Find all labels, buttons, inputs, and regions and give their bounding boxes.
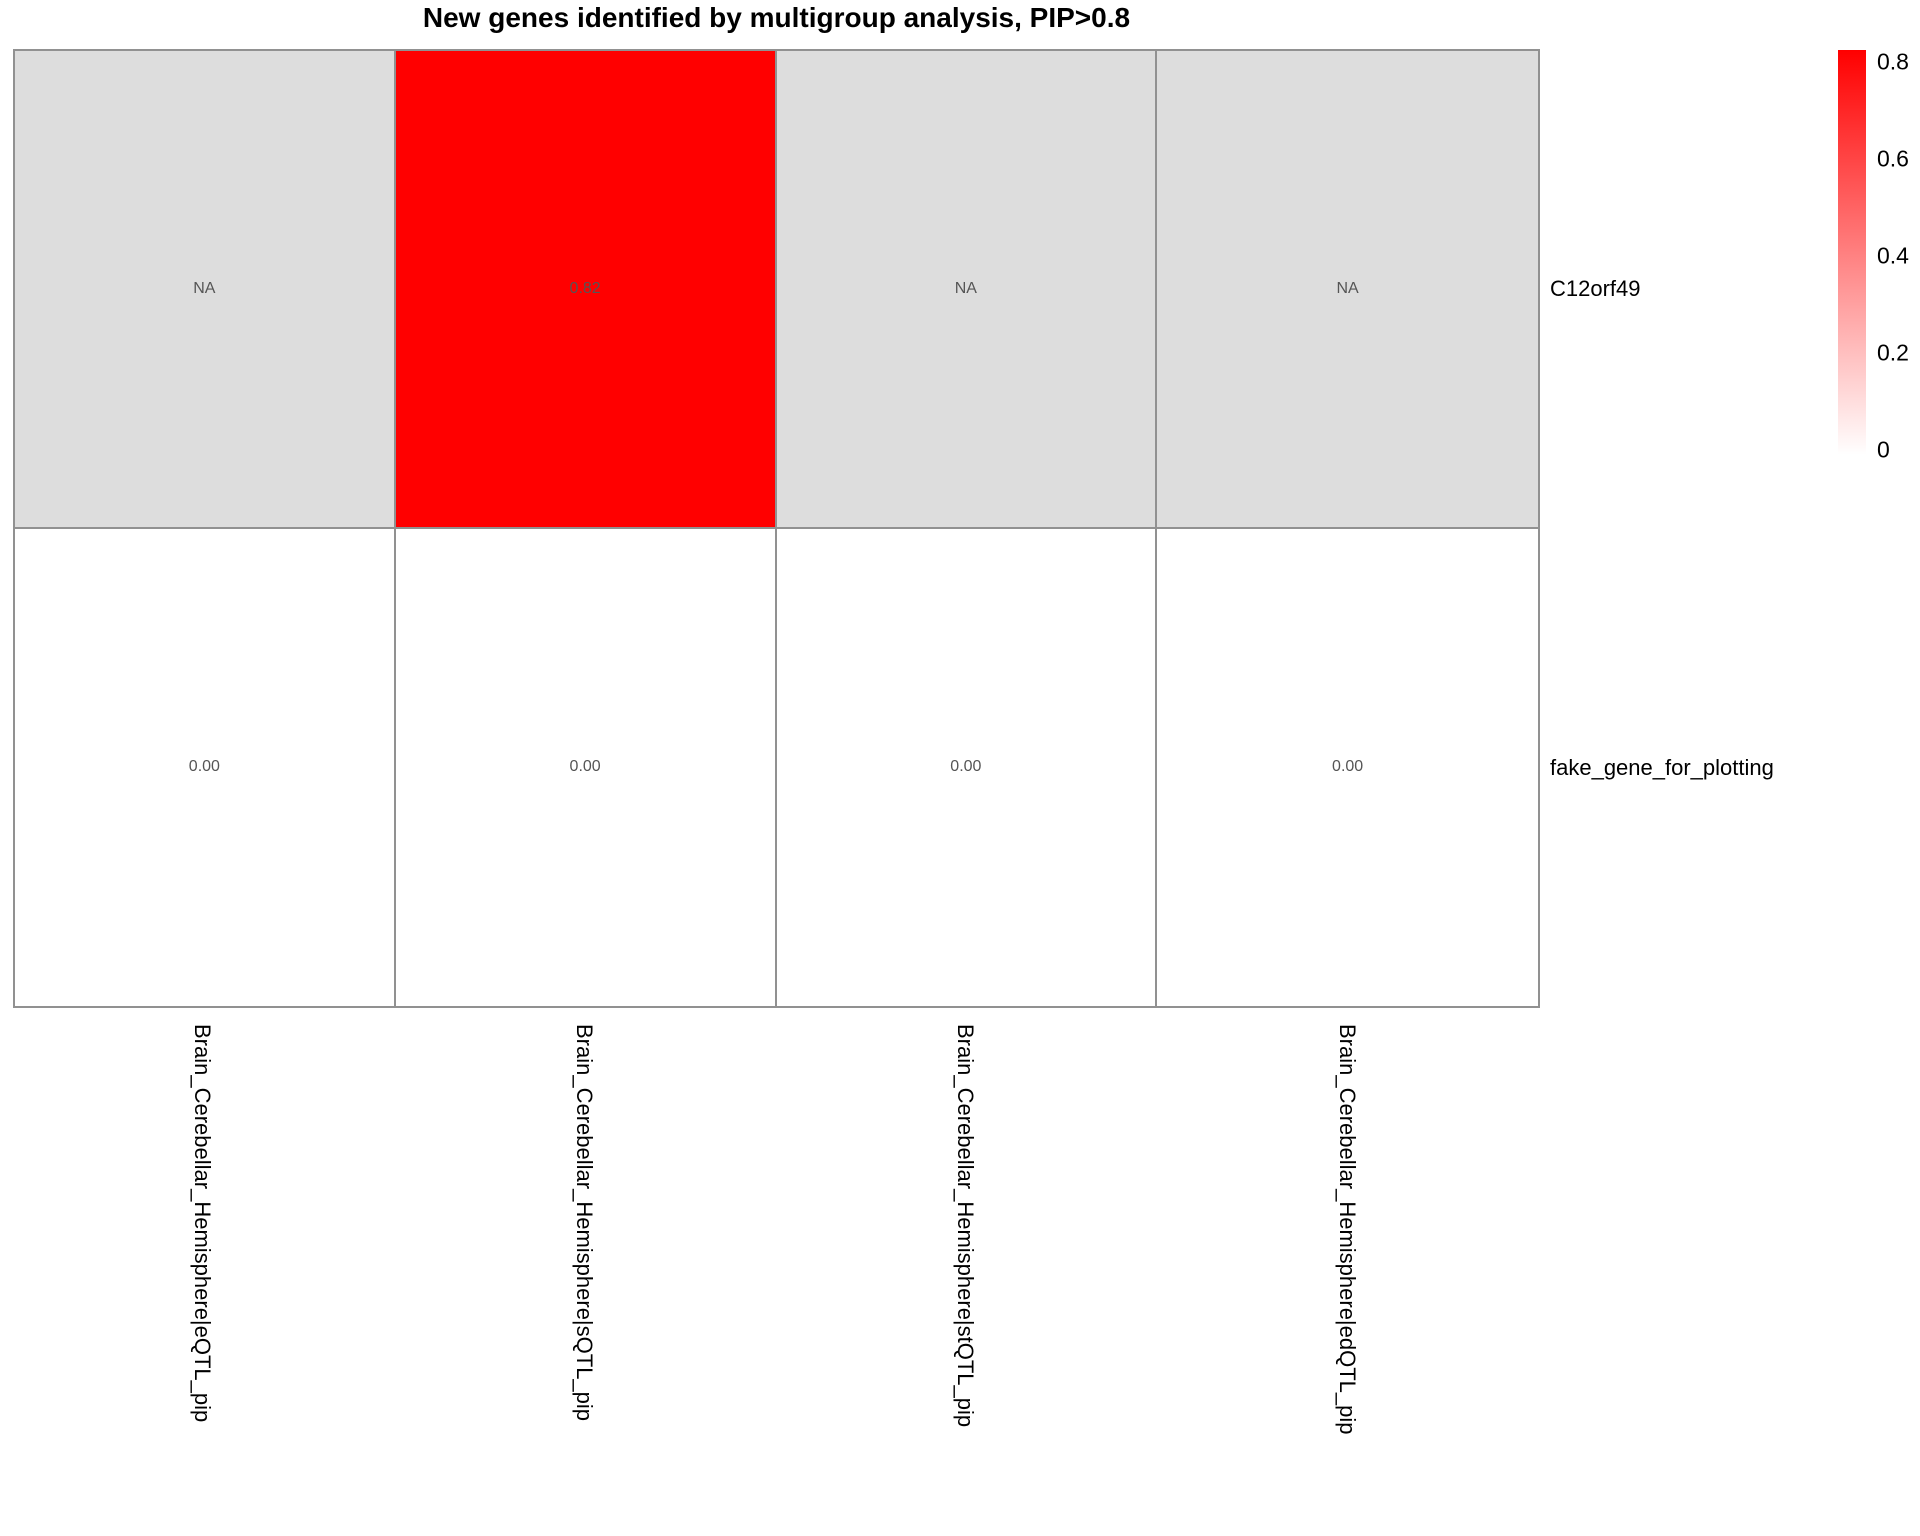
heatmap-cell: NA — [15, 51, 396, 529]
legend-tick-label: 0.4 — [1877, 242, 1909, 269]
heatmap-grid: NA 0.82 NA NA 0.00 0.00 0.00 0.00 — [13, 49, 1540, 1008]
column-label: Brain_Cerebellar_Hemisphere|edQTL_pip — [1335, 1024, 1361, 1435]
cell-value-label: 0.00 — [188, 758, 220, 776]
heatmap-cell: NA — [1157, 51, 1538, 529]
legend-tick-label: 0.6 — [1877, 145, 1909, 172]
cell-value-label: 0.82 — [569, 279, 601, 297]
legend-tick-label: 0 — [1877, 436, 1890, 463]
cell-value-label: 0.00 — [569, 758, 601, 776]
cell-value-label: NA — [954, 279, 977, 297]
cell-value-label: 0.00 — [1332, 758, 1364, 776]
heatmap-cell: NA — [776, 51, 1158, 529]
legend-gradient-bar — [1838, 50, 1866, 455]
column-label: Brain_Cerebellar_Hemisphere|stQTL_pip — [953, 1024, 979, 1428]
column-label: Brain_Cerebellar_Hemisphere|sQTL_pip — [571, 1024, 597, 1422]
legend-tick-label: 0.8 — [1877, 48, 1909, 75]
row-label: fake_gene_for_plotting — [1550, 755, 1774, 781]
row-label: C12orf49 — [1550, 275, 1641, 301]
heatmap-cell: 0.00 — [1157, 528, 1538, 1006]
heatmap-cell: 0.00 — [15, 528, 396, 1006]
legend-tick-label: 0.2 — [1877, 339, 1909, 366]
chart-title: New genes identified by multigroup analy… — [422, 2, 1131, 33]
heatmap-cell: 0.00 — [395, 528, 777, 1006]
cell-value-label: NA — [1336, 279, 1359, 297]
cell-value-label: 0.00 — [950, 758, 982, 776]
heatmap-cell: 0.00 — [776, 528, 1158, 1006]
heatmap-cell: 0.82 — [395, 51, 777, 529]
cell-value-label: NA — [193, 279, 216, 297]
column-label: Brain_Cerebellar_Hemisphere|eQTL_pip — [189, 1024, 215, 1423]
